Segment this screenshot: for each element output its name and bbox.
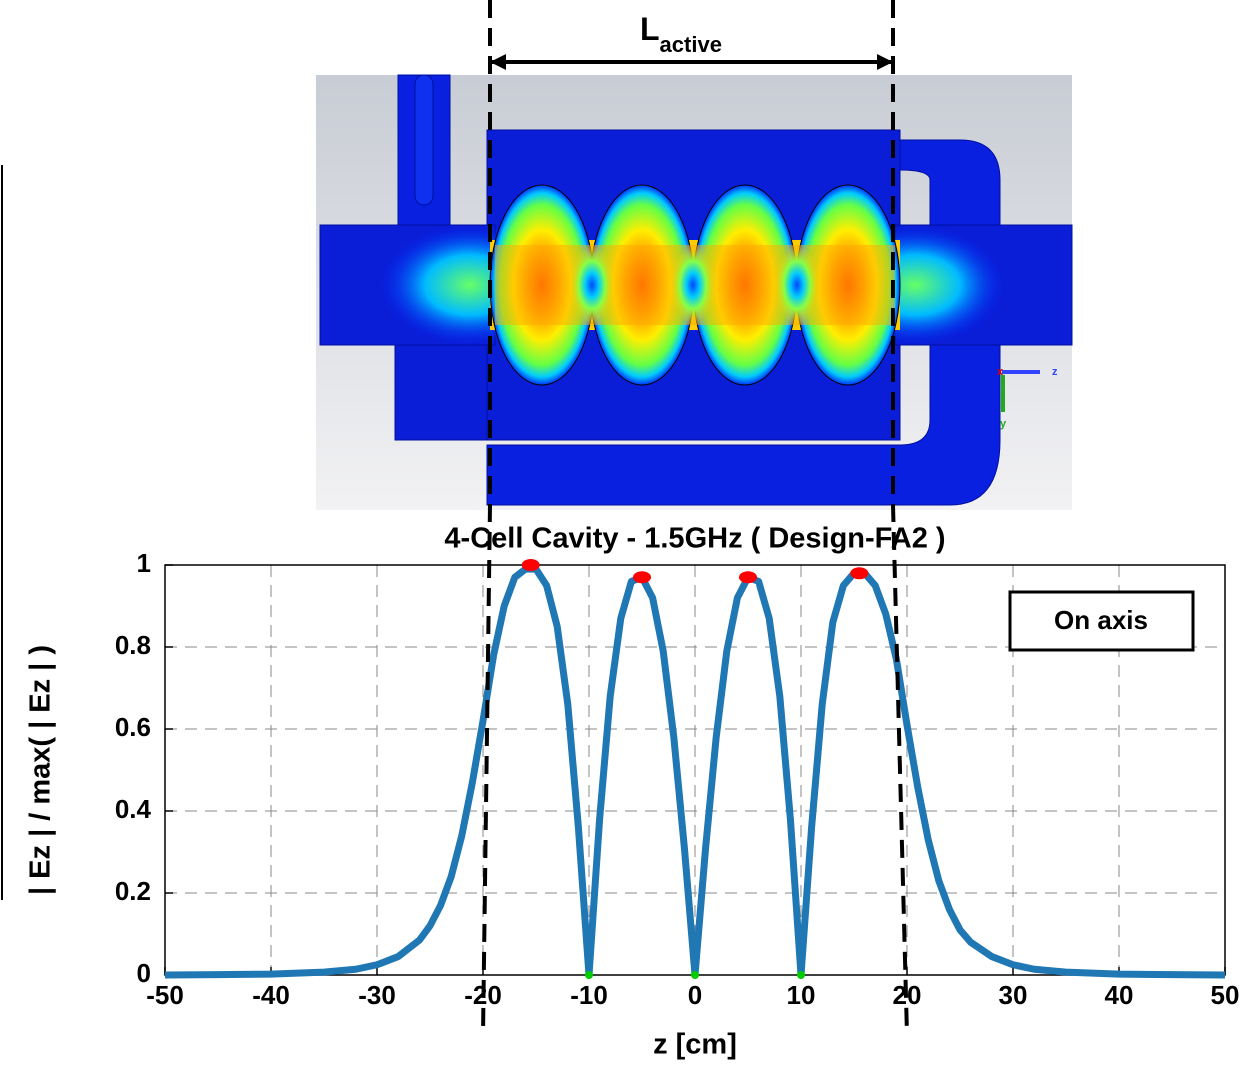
x-tick-label: -50 (146, 980, 184, 1010)
length-subscript: active (660, 32, 722, 57)
length-label: Lactive (640, 11, 722, 56)
zero-marker (691, 971, 699, 979)
peak-marker (633, 571, 651, 583)
field-node (671, 245, 715, 325)
axis-label: x (997, 366, 1004, 378)
y-tick-label: 0.4 (115, 794, 152, 824)
figure: x z y Lactive -50-40-30-20-1001020304050… (0, 0, 1242, 1074)
annotation: On axis (1054, 605, 1148, 635)
x-tick-label: 40 (1105, 980, 1134, 1010)
x-tick-label: 30 (999, 980, 1028, 1010)
y-tick-label: 0.6 (115, 712, 151, 742)
chart-title: 4-Cell Cavity - 1.5GHz ( Design-FA2 ) (444, 523, 945, 555)
page: {"chart_data": {"type": "line", "title":… (0, 0, 1242, 1079)
zero-marker (797, 971, 805, 979)
x-tick-label: -40 (252, 980, 290, 1010)
x-axis-label: z [cm] (653, 1029, 737, 1061)
field-node (775, 245, 819, 325)
peak-marker (522, 559, 540, 571)
x-tick-label: 0 (688, 980, 702, 1010)
flange (395, 340, 495, 440)
field-node (570, 245, 614, 325)
cavity-image: x z y (316, 75, 1072, 510)
peak-marker (850, 567, 868, 579)
peak-marker (739, 571, 757, 583)
x-tick-label: 50 (1211, 980, 1240, 1010)
length-symbol: L (640, 11, 660, 47)
coupler-inner (415, 75, 433, 205)
zero-marker (585, 971, 593, 979)
y-axis-label: | Ez | / max( | Ez | ) (25, 645, 57, 895)
y-tick-label: 0.8 (115, 630, 151, 660)
axis-label: z (1052, 366, 1058, 378)
x-tick-label: -30 (358, 980, 396, 1010)
axis-label: y (1000, 418, 1007, 430)
y-tick-label: 0 (137, 958, 151, 988)
x-tick-label: 10 (787, 980, 816, 1010)
x-tick-label: -10 (570, 980, 608, 1010)
y-tick-label: 1 (137, 548, 151, 578)
y-tick-label: 0.2 (115, 876, 151, 906)
